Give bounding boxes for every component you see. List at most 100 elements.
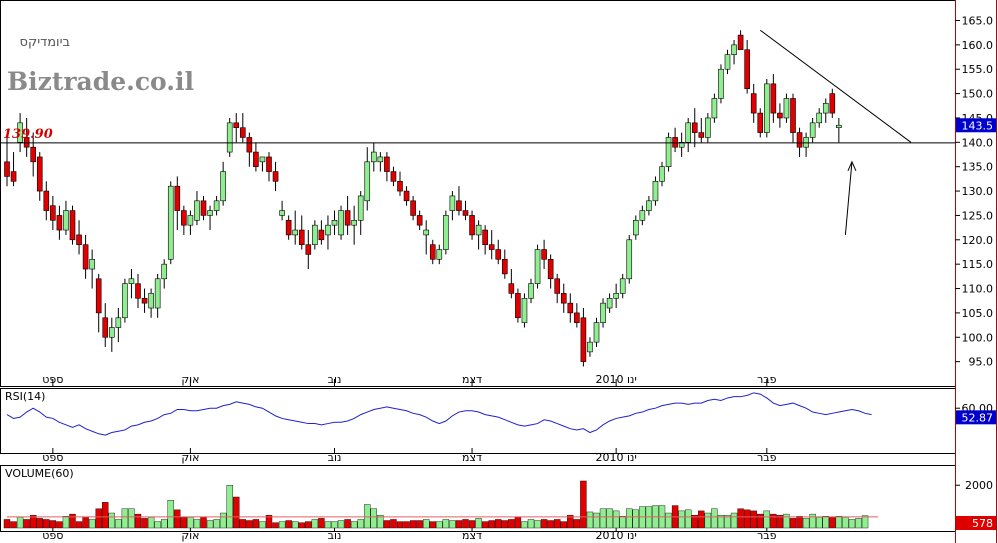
rsi-x-tick-label: 2010 ינו — [595, 451, 636, 464]
candle-body — [351, 220, 357, 226]
candle-body — [174, 185, 181, 211]
volume-bar — [508, 519, 515, 529]
volume-bar — [311, 519, 319, 529]
volume-bar — [495, 519, 502, 529]
rsi-x-tick-label: נוב — [328, 451, 342, 464]
candle-body — [770, 83, 777, 114]
price-y-tick-label: 155.0 — [962, 63, 994, 76]
volume-bar — [292, 521, 299, 529]
candle-body — [141, 297, 148, 304]
candle-body — [135, 283, 141, 299]
candle-body — [240, 127, 246, 138]
volume-bar — [383, 520, 391, 529]
volume-bar — [16, 517, 24, 529]
price-y-tick-label: 150.0 — [962, 88, 994, 101]
volume-bar — [848, 519, 856, 529]
candle-body — [554, 278, 561, 294]
volume-bar — [305, 521, 312, 529]
price-x-axis: ספט אוק נוב דצמ 2010 ינו פבר — [42, 373, 777, 386]
volume-bar — [599, 508, 607, 529]
volume-x-tick-label: דצמ — [462, 529, 482, 542]
candle-body — [750, 93, 757, 114]
candle-body — [220, 171, 226, 202]
candle-body — [207, 210, 213, 216]
candle-body — [613, 293, 619, 299]
candle-body — [763, 83, 770, 133]
candle-body — [10, 171, 17, 182]
volume-bar — [174, 509, 181, 529]
volume-bar — [580, 480, 587, 529]
candle-body — [30, 146, 37, 163]
candle-body — [777, 112, 783, 119]
volume-bar — [586, 511, 594, 529]
volume-bar — [691, 514, 698, 529]
volume-bar — [102, 502, 109, 529]
candle-body — [665, 137, 672, 167]
price-y-tick-label: 135.0 — [962, 161, 994, 174]
candle-body — [626, 239, 633, 280]
volume-last-value-badge — [956, 516, 996, 530]
volume-bar — [193, 519, 201, 529]
volume-bar — [278, 521, 286, 529]
candle-body — [796, 132, 803, 148]
volume-bar — [318, 518, 325, 529]
volume-bar — [554, 519, 561, 529]
volume-bar — [593, 512, 600, 529]
candle-body — [279, 210, 285, 216]
candle-body — [89, 258, 95, 270]
candle-body — [181, 210, 187, 226]
volume-bar — [816, 517, 823, 529]
volume-bar — [573, 519, 581, 529]
volume-bar — [206, 520, 214, 529]
candle-body — [515, 293, 521, 319]
candle-body — [456, 200, 462, 211]
candle-body — [567, 302, 574, 314]
price-x-tick-label: 2010 ינו — [595, 373, 636, 386]
price-y-tick-label: 115.0 — [962, 258, 994, 271]
volume-title: VOLUME(60) — [5, 467, 74, 480]
volume-last-value-label: 578 — [972, 517, 993, 530]
volume-bar — [226, 485, 233, 529]
price-x-tick-label: ספט — [42, 373, 63, 386]
volume-bar — [540, 519, 548, 529]
volume-bar — [423, 519, 430, 529]
price-y-tick-label: 165.0 — [962, 14, 994, 27]
candle-body — [443, 215, 449, 250]
volume-bar — [737, 508, 744, 529]
volume-bar — [49, 520, 57, 529]
rsi-series: 52.87 — [6, 392, 996, 436]
volume-bar — [403, 521, 410, 529]
annotation-arrow-head — [847, 160, 857, 172]
candle-body — [600, 302, 606, 323]
volume-bar — [115, 519, 122, 529]
volume-bar — [108, 512, 116, 529]
candle-body — [305, 244, 312, 255]
volume-x-tick-label: אוק — [181, 529, 199, 542]
candle-body — [292, 229, 299, 236]
volume-bar — [350, 521, 358, 529]
rsi-x-tick-label: אוק — [181, 451, 199, 464]
volume-bar — [501, 520, 508, 529]
volume-bar — [770, 513, 777, 529]
candle-body — [652, 181, 659, 202]
candle-body — [816, 112, 823, 124]
volume-bar — [763, 510, 770, 529]
price-y-axis: 95.0 100.0 105.0 110.0 115.0 120.0 125.0 130.0 1… — [955, 14, 994, 369]
price-y-tick-label: 110.0 — [962, 283, 994, 296]
candle-body — [384, 156, 390, 172]
candle-body — [148, 293, 154, 309]
volume-bar — [606, 508, 613, 529]
volume-bar — [252, 519, 260, 529]
candle-body — [809, 122, 816, 138]
volume-bar — [272, 522, 279, 529]
volume-bar — [30, 514, 37, 529]
volume-bar — [796, 516, 803, 529]
volume-bar — [488, 520, 495, 529]
candle-body — [298, 229, 305, 245]
candle-body — [744, 49, 750, 90]
volume-bar — [43, 519, 50, 529]
candle-body — [370, 151, 377, 163]
candle-body — [325, 224, 331, 236]
price-y-tick-label: 100.0 — [962, 331, 994, 344]
